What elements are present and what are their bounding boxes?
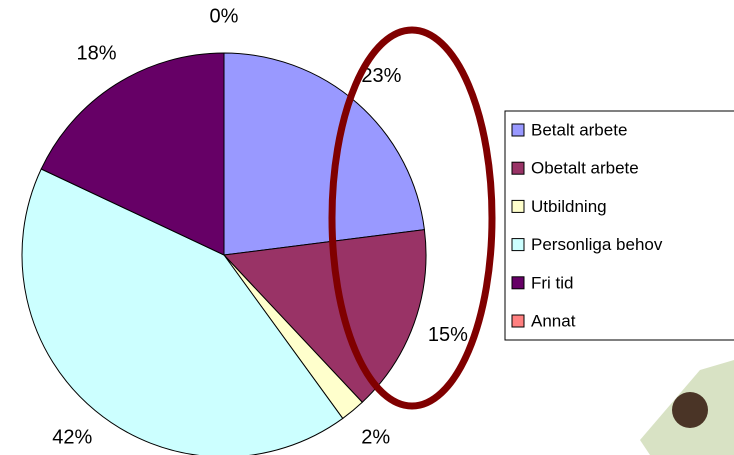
data-label: 15% <box>428 324 468 346</box>
pie <box>22 53 426 455</box>
legend-swatch <box>512 200 524 212</box>
legend-swatch <box>512 277 524 289</box>
legend-label: Betalt arbete <box>531 120 627 139</box>
data-label: 2% <box>361 427 390 449</box>
legend-label: Fri tid <box>531 273 574 292</box>
legend-label: Utbildning <box>531 197 607 216</box>
photo-decoration <box>640 360 734 455</box>
data-label: 18% <box>76 42 116 64</box>
legend-label: Personliga behov <box>531 235 663 254</box>
data-label: 42% <box>52 427 92 449</box>
legend-box <box>505 111 734 340</box>
legend-label: Obetalt arbete <box>531 159 639 178</box>
legend-swatch <box>512 239 524 251</box>
legend-label: Annat <box>531 311 576 330</box>
legend-swatch <box>512 315 524 327</box>
chart: 23%15%2%42%18%0% Betalt arbeteObetalt ar… <box>0 0 734 455</box>
legend-swatch <box>512 162 524 174</box>
data-label: 0% <box>210 5 239 27</box>
legend-swatch <box>512 124 524 136</box>
